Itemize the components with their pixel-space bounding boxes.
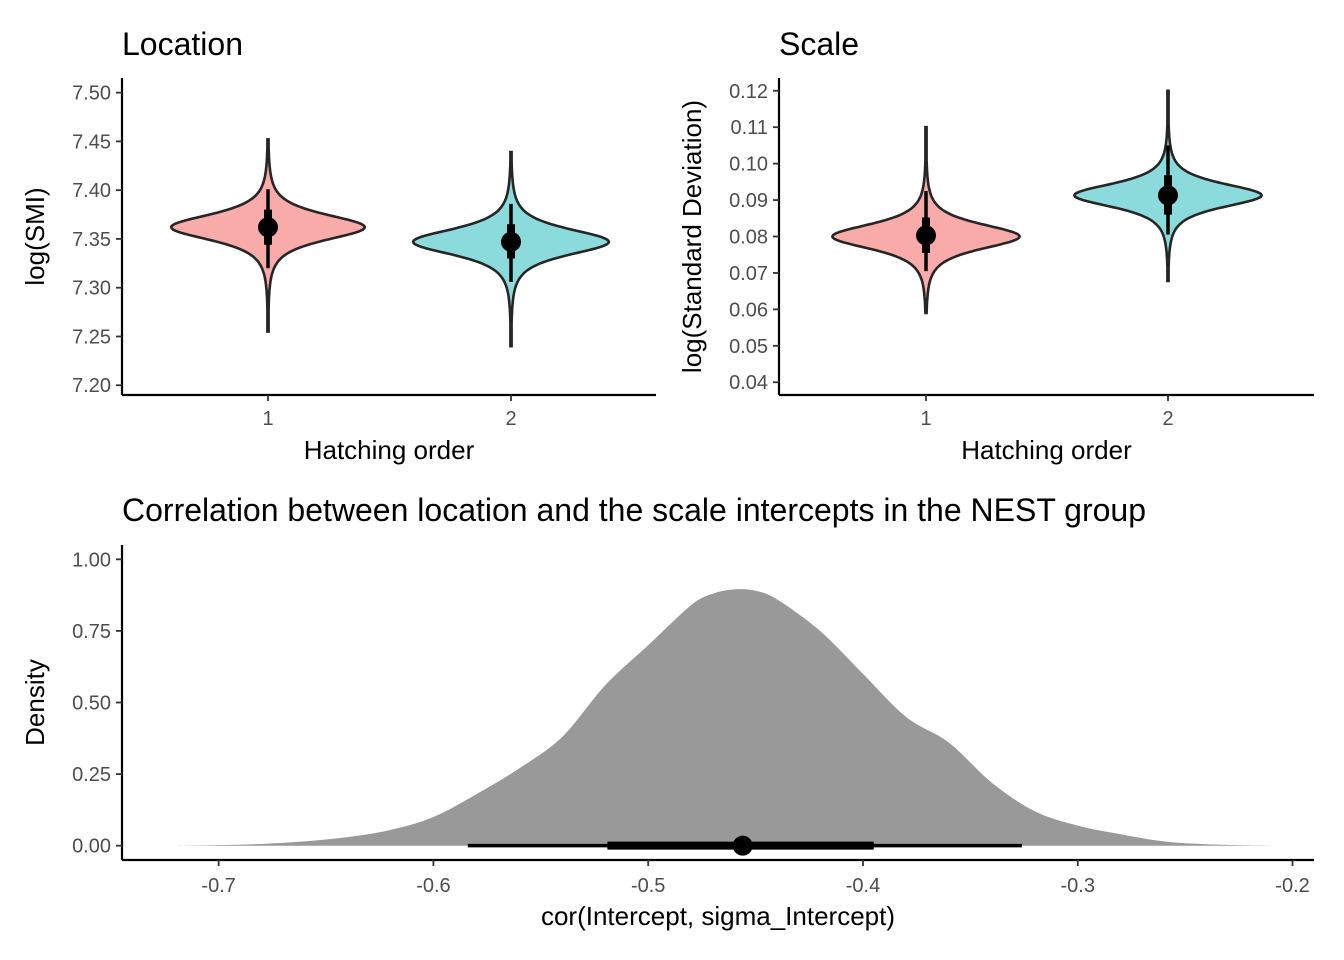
- panel-title: Scale: [779, 26, 859, 62]
- density-area: [175, 589, 1272, 846]
- panel-correlation: Correlation between location and the sca…: [20, 492, 1314, 931]
- violin-group-1: [169, 138, 367, 333]
- x-tick-label: 1: [920, 408, 931, 430]
- y-tick-label: 0.09: [729, 190, 768, 212]
- point-estimate: [732, 835, 753, 856]
- x-tick-label: -0.4: [846, 875, 880, 897]
- y-tick-label: 0.10: [729, 154, 768, 176]
- x-tick-label: -0.6: [416, 875, 450, 897]
- y-tick-label: 7.45: [72, 131, 111, 153]
- x-tick-label: 1: [262, 408, 273, 430]
- y-axis-label: log(SMI): [20, 187, 50, 285]
- y-tick-label: 7.35: [72, 229, 111, 251]
- x-axis-label: Hatching order: [961, 435, 1132, 465]
- y-tick-label: 0.05: [729, 336, 768, 358]
- x-axis-label: Hatching order: [304, 435, 475, 465]
- violin-group-2: [1072, 89, 1264, 283]
- y-tick-label: 7.30: [72, 278, 111, 300]
- y-tick-label: 7.40: [72, 180, 111, 202]
- y-tick-label: 0.07: [729, 263, 768, 285]
- y-tick-label: 0.04: [729, 372, 768, 394]
- median-point: [1158, 185, 1178, 206]
- median-point: [258, 217, 278, 238]
- y-tick-label: 0.06: [729, 299, 768, 321]
- x-tick-label: -0.7: [201, 875, 235, 897]
- x-axis-label: cor(Intercept, sigma_Intercept): [541, 901, 895, 931]
- y-tick-label: 0.12: [729, 81, 768, 103]
- x-tick-label: -0.2: [1275, 875, 1309, 897]
- violin-group-2: [411, 150, 611, 348]
- y-tick-label: 0.11: [731, 117, 768, 139]
- y-tick-label: 0.50: [72, 693, 111, 715]
- x-tick-label: -0.3: [1061, 875, 1095, 897]
- y-axis-label: log(Standard Deviation): [677, 100, 707, 373]
- panel-title: Correlation between location and the sca…: [122, 492, 1146, 528]
- y-tick-label: 7.20: [72, 375, 111, 397]
- y-tick-label: 7.25: [72, 326, 111, 348]
- panel-location: Location 7.20 7.25 7.30 7.35 7.40 7.45 7.50 1 2 Ha…: [20, 26, 656, 465]
- panel-title: Location: [122, 26, 243, 62]
- y-tick-label: 7.50: [72, 83, 111, 105]
- x-tick-label: 2: [505, 408, 516, 430]
- median-point: [916, 225, 936, 246]
- y-axis-label: Density: [20, 659, 50, 746]
- y-tick-label: 0.75: [72, 621, 111, 643]
- x-tick-label: -0.5: [631, 875, 665, 897]
- y-tick-label: 0.00: [72, 836, 111, 858]
- y-tick-label: 0.08: [729, 227, 768, 249]
- y-tick-label: 0.25: [72, 764, 111, 786]
- median-point: [501, 231, 521, 252]
- violin-group-1: [830, 125, 1022, 315]
- panel-scale: Scale 0.04 0.05 0.06 0.07 0.08 0.09 0.10 0.11 0.1…: [677, 26, 1314, 465]
- x-tick-label: 2: [1162, 408, 1173, 430]
- y-tick-label: 1.00: [72, 549, 111, 571]
